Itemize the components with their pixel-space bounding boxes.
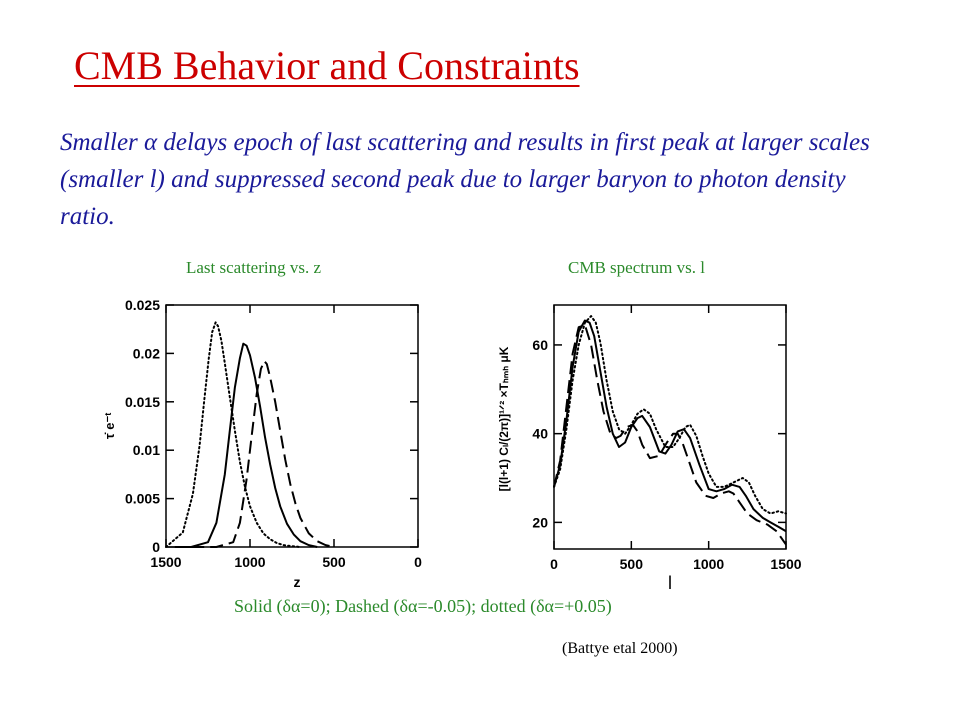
- last-scattering-chart: 1500 1000 500 0 0 0.005 0.01 0.015 0.02 0.025 z τ̇ …: [102, 297, 422, 590]
- series-line-dashed: [191, 360, 335, 548]
- y-tick-label: 0: [152, 539, 160, 555]
- caption-cmb-spectrum: CMB spectrum vs. l: [568, 258, 705, 277]
- y-tick-label: 0.01: [133, 442, 160, 458]
- x-tick-label: 1500: [770, 556, 801, 572]
- series-line-dotted: [553, 315, 787, 515]
- y-axis-label: τ̇ e⁻ᵗ: [102, 413, 117, 440]
- y-tick-label: 0.005: [125, 491, 160, 507]
- y-tick-label: 0.015: [125, 394, 160, 410]
- x-tick-label: 1000: [693, 556, 724, 572]
- y-tick-label: 60: [532, 337, 548, 353]
- series-line-solid: [553, 319, 787, 533]
- plot-frame: [553, 304, 787, 550]
- series-line-dotted: [165, 321, 302, 548]
- x-axis-label: z: [294, 574, 301, 590]
- x-tick-label: 500: [620, 556, 644, 572]
- y-tick-label: 0.02: [133, 345, 160, 361]
- x-tick-label: 1000: [234, 554, 265, 570]
- source-citation: (Battye etal 2000): [562, 640, 678, 657]
- y-tick-label: 40: [532, 426, 548, 442]
- slide-title: CMB Behavior and Constraints: [74, 43, 580, 88]
- description-paragraph: Smaller α delays epoch of last scatterin…: [60, 129, 870, 230]
- x-tick-label: 500: [322, 554, 346, 570]
- cmb-spectrum-chart: 0 500 1000 1500 20 40 60 l [l(l+1) Cₗ/(2π)]¹ᐟ² ×…: [497, 304, 802, 590]
- x-axis-label: l: [668, 573, 672, 590]
- caption-last-scattering: Last scattering vs. z: [186, 258, 322, 277]
- series-line-dashed: [553, 324, 787, 546]
- y-tick-label: 0.025: [125, 297, 160, 313]
- series-line-solid: [174, 342, 318, 548]
- y-axis-label: [l(l+1) Cₗ/(2π)]¹ᐟ² ×Tₕₘₕ μK: [497, 346, 511, 491]
- plot-frame: [165, 304, 419, 548]
- x-tick-label: 0: [550, 556, 558, 572]
- x-tick-label: 1500: [150, 554, 181, 570]
- x-tick-label: 0: [414, 554, 422, 570]
- y-tick-label: 20: [532, 514, 548, 530]
- line-style-legend: Solid (δα=0); Dashed (δα=-0.05); dotted …: [234, 596, 612, 616]
